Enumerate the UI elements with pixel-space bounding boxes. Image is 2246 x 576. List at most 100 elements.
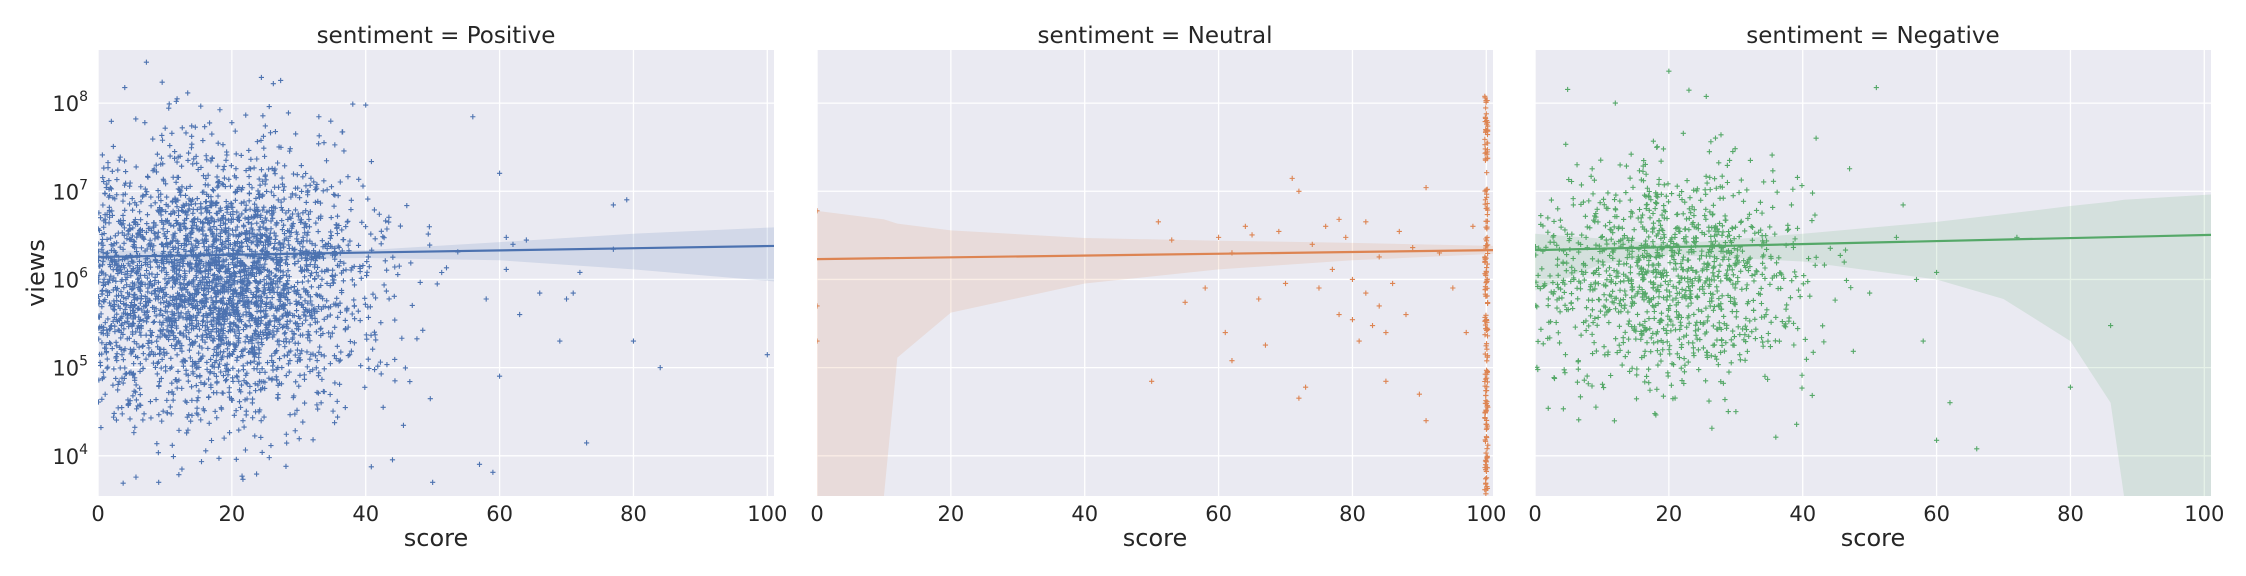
data-point xyxy=(275,395,281,401)
data-point xyxy=(159,331,165,337)
data-point xyxy=(1694,319,1700,325)
data-point xyxy=(1734,247,1741,253)
data-point xyxy=(193,223,200,229)
data-point xyxy=(327,235,333,241)
data-point xyxy=(98,210,102,216)
data-point xyxy=(315,304,322,310)
data-point xyxy=(1483,242,1489,249)
x-tick-label: 80 xyxy=(2057,502,2084,526)
data-point xyxy=(127,346,134,352)
data-point xyxy=(189,363,195,369)
data-point xyxy=(228,219,234,225)
data-point xyxy=(331,353,338,359)
data-point xyxy=(252,301,258,307)
data-point xyxy=(207,370,213,376)
data-point xyxy=(318,293,324,299)
data-point xyxy=(383,218,389,224)
data-point xyxy=(320,388,326,395)
data-point xyxy=(294,347,301,353)
x-tick-label: 80 xyxy=(620,502,647,526)
data-point xyxy=(98,263,103,269)
data-point xyxy=(1712,353,1718,360)
data-point xyxy=(228,287,234,293)
data-point xyxy=(262,261,268,267)
data-point xyxy=(263,257,269,263)
data-point xyxy=(1611,267,1617,274)
data-point xyxy=(292,340,298,346)
data-point xyxy=(1712,238,1719,244)
data-point xyxy=(169,238,175,244)
data-point xyxy=(239,249,245,255)
data-point xyxy=(1690,340,1696,346)
data-point xyxy=(111,258,118,265)
data-point xyxy=(1776,338,1783,344)
data-point xyxy=(178,163,185,169)
data-point xyxy=(315,390,322,396)
data-point xyxy=(117,365,123,371)
data-point xyxy=(1640,163,1646,169)
data-point xyxy=(285,289,292,296)
data-point xyxy=(106,177,112,184)
data-point xyxy=(1681,355,1687,362)
data-point xyxy=(1690,267,1696,274)
data-point xyxy=(140,234,146,240)
x-tick-labels: 0 20 40 60 80 100 xyxy=(91,502,787,526)
data-point xyxy=(296,355,302,361)
data-point xyxy=(101,276,107,282)
data-point xyxy=(1701,290,1707,297)
data-point xyxy=(1590,319,1596,326)
data-point xyxy=(203,175,209,182)
data-point xyxy=(137,230,143,236)
data-point xyxy=(142,259,148,266)
data-point xyxy=(213,321,220,327)
data-point xyxy=(234,188,240,194)
data-point xyxy=(365,314,372,321)
data-point xyxy=(261,414,267,420)
data-point xyxy=(228,397,235,403)
data-point xyxy=(185,157,191,164)
data-point xyxy=(305,329,311,335)
data-point xyxy=(1595,296,1602,303)
data-point xyxy=(1724,179,1731,186)
data-point xyxy=(115,270,121,277)
data-point xyxy=(1603,283,1609,289)
data-point xyxy=(209,232,216,238)
data-point xyxy=(1617,297,1624,303)
data-point xyxy=(164,194,170,200)
data-point xyxy=(105,364,111,370)
data-point xyxy=(170,246,177,253)
x-grid xyxy=(1534,50,2205,496)
data-point xyxy=(182,210,188,216)
data-point xyxy=(1709,277,1715,283)
data-point xyxy=(1608,293,1614,299)
data-point xyxy=(1485,442,1491,448)
data-point xyxy=(117,154,123,160)
data-point xyxy=(1684,324,1690,330)
data-point xyxy=(259,449,265,456)
data-point xyxy=(285,268,291,274)
data-point xyxy=(217,222,223,228)
data-point xyxy=(262,239,269,245)
data-point xyxy=(1550,279,1556,286)
data-point xyxy=(300,174,306,180)
data-point xyxy=(1703,378,1709,384)
data-point xyxy=(340,237,347,243)
data-point xyxy=(99,246,105,252)
data-point xyxy=(227,183,234,189)
data-point xyxy=(128,303,134,309)
data-point xyxy=(119,230,125,236)
data-point xyxy=(1624,235,1630,241)
data-point xyxy=(1535,302,1539,309)
data-point xyxy=(1249,232,1255,238)
data-point xyxy=(1733,314,1739,320)
data-point xyxy=(269,294,275,301)
data-point xyxy=(196,268,202,274)
data-point xyxy=(1651,308,1657,315)
data-point xyxy=(1624,255,1630,261)
x-axis-label: score xyxy=(1841,524,1906,552)
data-point xyxy=(1650,295,1657,301)
data-point xyxy=(239,289,246,295)
data-point xyxy=(1783,306,1789,312)
data-point xyxy=(1747,318,1753,324)
data-point xyxy=(208,384,214,391)
